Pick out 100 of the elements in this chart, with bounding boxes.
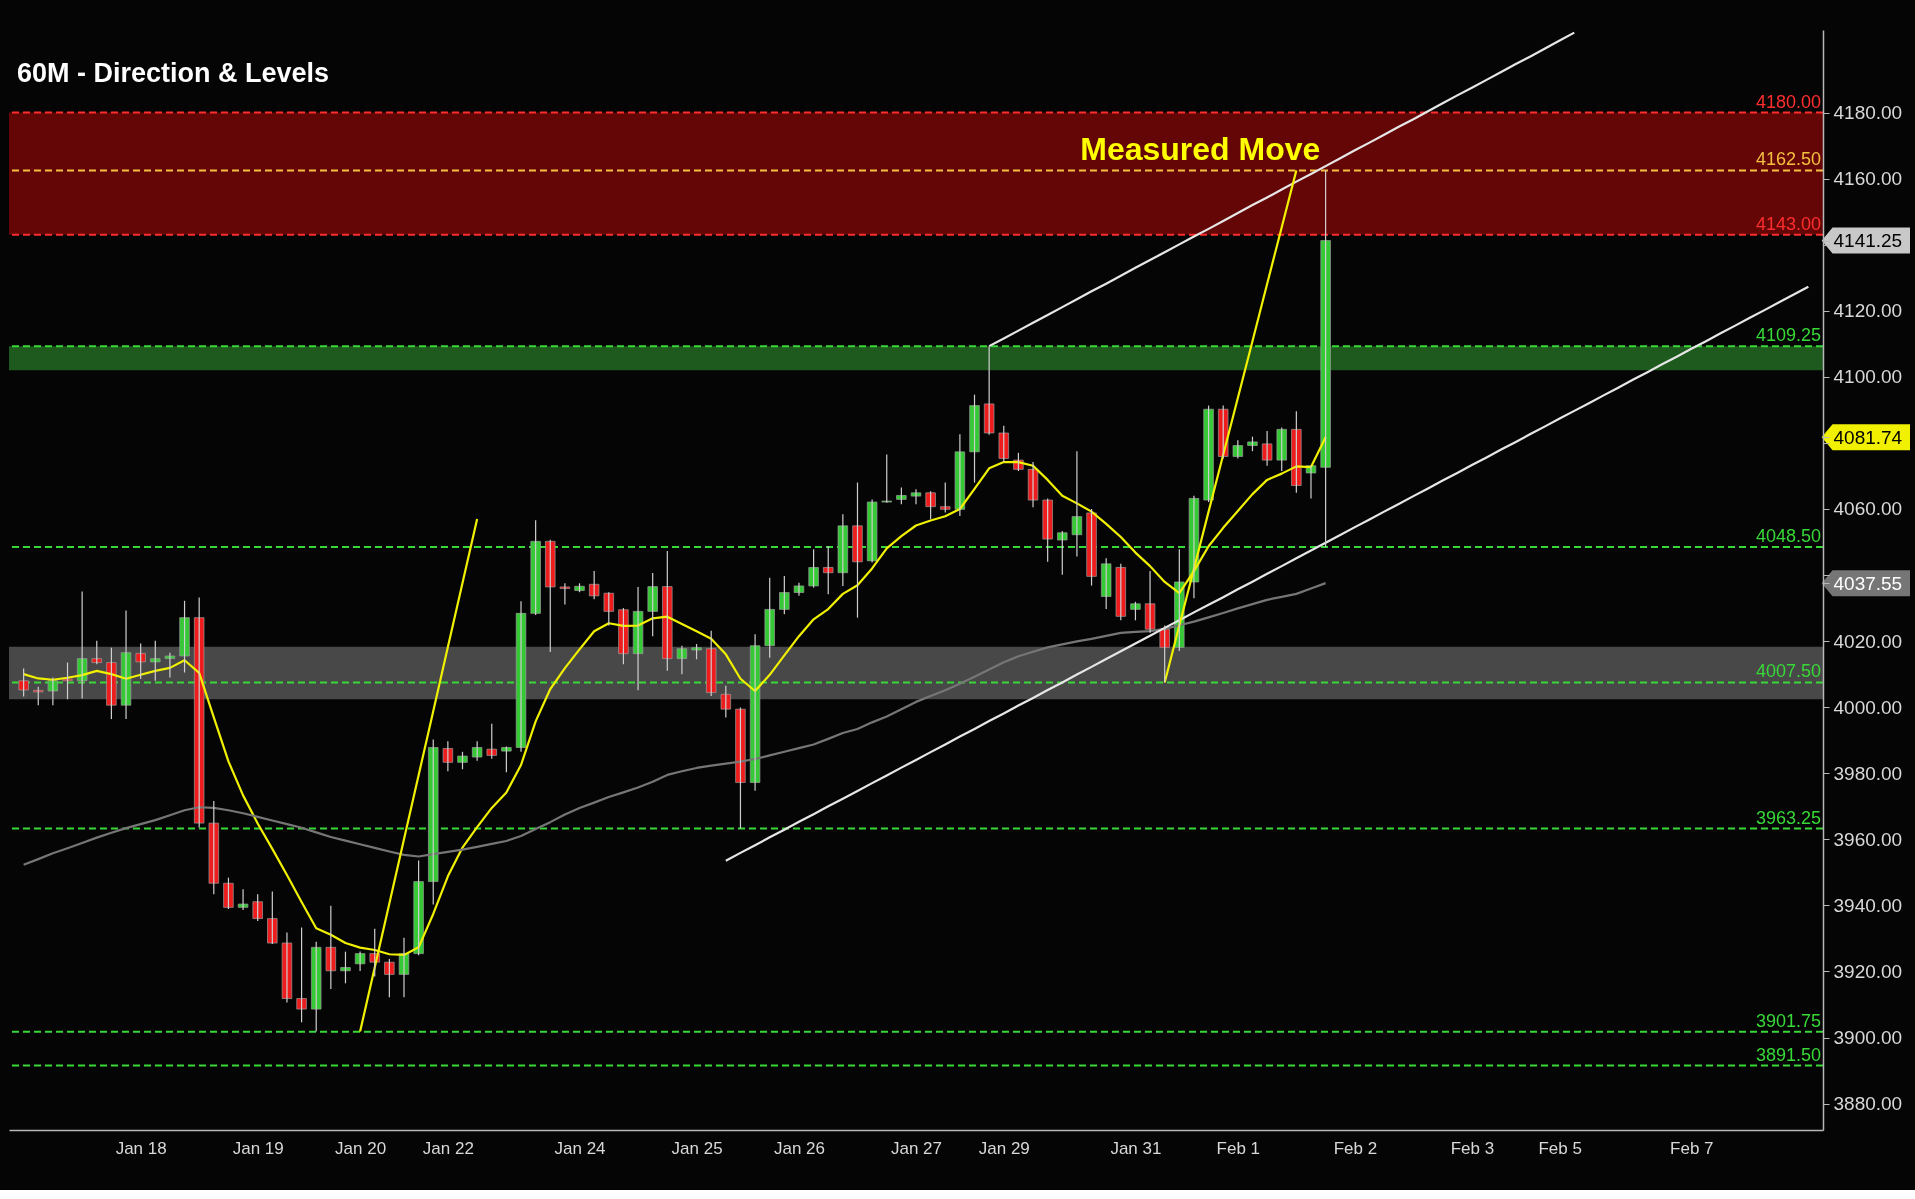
x-tick-label: Jan 25 xyxy=(671,1138,723,1158)
text: 60M - Direction & Levels xyxy=(17,58,330,88)
ref-line-label: 4180.00 xyxy=(1755,91,1821,112)
ref-line-label: 4007.50 xyxy=(1755,661,1821,682)
x-tick-label: Jan 19 xyxy=(232,1138,284,1158)
ref-line-label: 4162.50 xyxy=(1755,149,1821,170)
candlestick xyxy=(720,685,731,719)
candlestick xyxy=(793,582,805,597)
x-tick-label: Jan 18 xyxy=(115,1138,167,1158)
candlestick xyxy=(559,582,571,606)
ref-line-label: 4143.00 xyxy=(1755,213,1821,234)
candlestick xyxy=(47,676,59,706)
line-series xyxy=(22,582,1327,866)
candlestick xyxy=(486,723,497,760)
x-tick-label: Jan 22 xyxy=(422,1138,474,1158)
candlestick xyxy=(823,545,834,595)
y-tick-label: 4081.74 xyxy=(1833,426,1903,448)
candlestick xyxy=(1101,557,1112,610)
y-tick-label: 3960.00 xyxy=(1833,828,1903,850)
candlestick xyxy=(296,926,307,1023)
candlestick xyxy=(325,905,337,990)
x-tick-label: Jan 29 xyxy=(978,1138,1030,1158)
candlestick xyxy=(179,600,190,674)
candlestick xyxy=(940,481,951,514)
candlestick xyxy=(1115,563,1126,621)
candlestick xyxy=(340,951,351,984)
candlestick xyxy=(676,645,688,675)
candlestick xyxy=(1232,439,1244,460)
candlestick xyxy=(603,591,614,627)
candlestick xyxy=(150,640,161,682)
candlestick xyxy=(311,941,322,1033)
candlestick xyxy=(194,596,205,829)
x-tick-label: Feb 5 xyxy=(1538,1138,1582,1158)
candlestick xyxy=(237,888,249,911)
y-tick-label: 4000.00 xyxy=(1833,696,1903,718)
candlestick xyxy=(501,745,512,773)
candlestick xyxy=(662,550,673,672)
y-tick-label: 3980.00 xyxy=(1833,762,1903,784)
y-tick-label: 4100.00 xyxy=(1833,366,1903,388)
candlestick xyxy=(164,652,176,679)
candlestick xyxy=(62,661,73,700)
candlestick xyxy=(1203,404,1214,503)
ref-line-label: 3891.50 xyxy=(1755,1044,1821,1065)
candlestick xyxy=(530,519,541,616)
candlestick xyxy=(910,488,922,505)
candlestick xyxy=(1320,169,1331,548)
ref-line-label: 4109.25 xyxy=(1755,325,1821,346)
y-tick-label: 3940.00 xyxy=(1833,894,1903,916)
x-tick-label: Jan 20 xyxy=(335,1138,387,1158)
candlestick xyxy=(618,607,629,665)
candlestick xyxy=(413,859,424,956)
candlestick xyxy=(983,345,995,436)
candlestick xyxy=(267,890,278,945)
candlestick xyxy=(1042,497,1053,563)
x-tick-label: Feb 7 xyxy=(1670,1138,1714,1158)
candlestick xyxy=(706,630,717,697)
candlestick xyxy=(735,706,746,830)
ref-line-label: 3901.75 xyxy=(1755,1010,1821,1031)
candlestick xyxy=(1291,410,1302,494)
candlestick xyxy=(106,647,117,720)
candlestick xyxy=(384,958,395,998)
candlestick xyxy=(428,738,439,905)
candlestick xyxy=(1130,601,1141,621)
candlestick xyxy=(252,893,263,922)
candlestick xyxy=(135,642,146,680)
x-tick-label: Feb 3 xyxy=(1450,1138,1495,1158)
x-tick-label: Jan 24 xyxy=(554,1138,606,1158)
x-tick-label: Feb 1 xyxy=(1216,1138,1261,1158)
y-tick-label: 3900.00 xyxy=(1833,1027,1903,1049)
candlestick xyxy=(1057,530,1068,576)
candlestick xyxy=(1276,426,1287,472)
candlestick xyxy=(764,577,775,659)
y-tick-label: 3880.00 xyxy=(1833,1093,1903,1115)
ref-line-label: 3963.25 xyxy=(1755,807,1821,828)
y-tick-label: 4037.55 xyxy=(1833,572,1903,594)
candlestick xyxy=(1261,430,1273,467)
x-tick-label: Feb 2 xyxy=(1333,1138,1378,1158)
candlestick xyxy=(881,453,892,504)
candlestick xyxy=(471,740,483,762)
y-tick-label: 4060.00 xyxy=(1833,498,1903,520)
candlestick xyxy=(588,570,600,600)
candlestick xyxy=(18,667,29,698)
candlestick xyxy=(33,686,44,706)
candlestick xyxy=(779,575,790,615)
candlestick xyxy=(208,800,219,895)
candlestick xyxy=(808,548,819,589)
candlestick xyxy=(442,740,454,772)
y-tick-label: 4180.00 xyxy=(1833,102,1903,124)
candlestick xyxy=(223,877,234,910)
candlestick xyxy=(1159,624,1170,683)
ref-line-label: 4048.50 xyxy=(1755,525,1821,546)
candlestick xyxy=(998,425,1009,463)
y-tick-label: 4160.00 xyxy=(1833,168,1903,190)
y-tick-label: 3920.00 xyxy=(1833,960,1903,982)
candlestick xyxy=(925,490,936,520)
candlestick xyxy=(545,539,556,653)
candlestick xyxy=(852,481,863,619)
y-tick-label: 4020.00 xyxy=(1833,630,1903,652)
line-series xyxy=(988,31,1576,348)
candlestick xyxy=(647,572,658,637)
